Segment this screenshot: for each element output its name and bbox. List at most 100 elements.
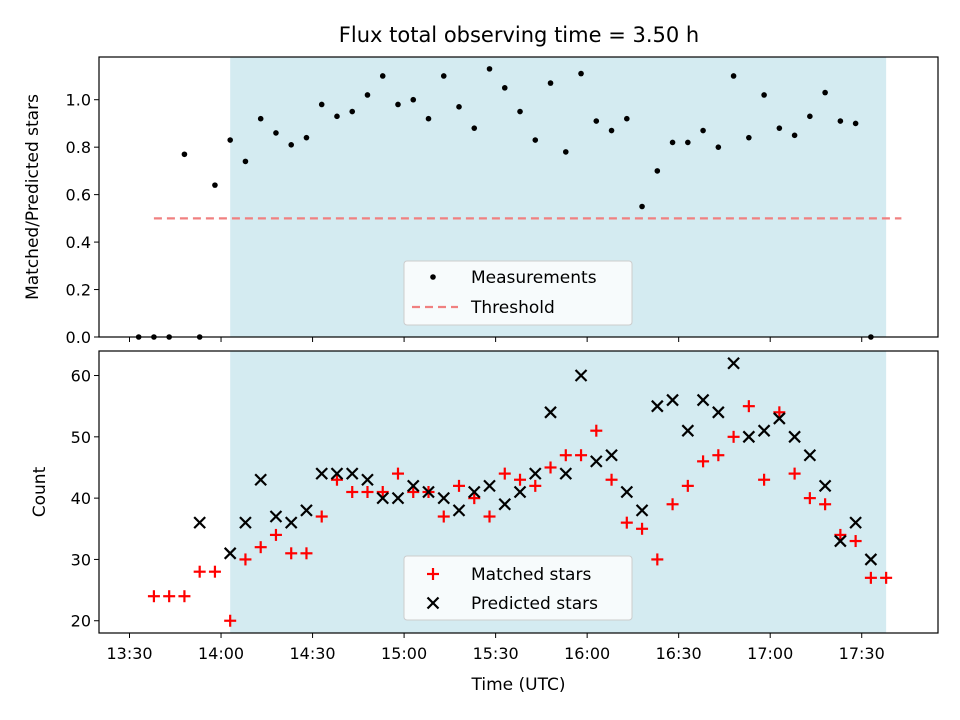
matched-star-point (605, 473, 618, 486)
top-y-tick-label: 0.6 (66, 186, 91, 205)
matched-star-point (834, 528, 847, 541)
measurement-point (486, 66, 493, 72)
chart-title: Flux total observing time = 3.50 h (339, 23, 699, 47)
matched-star-point (544, 461, 557, 474)
matched-star-point (376, 486, 389, 498)
top-y-axis-label: Matched/Predicted stars (23, 94, 43, 300)
measurement-point (761, 92, 767, 98)
legend-predicted-marker (426, 596, 440, 610)
measurement-point (440, 73, 447, 79)
top-y-tick-label: 0.8 (66, 138, 91, 157)
measurement-point (562, 149, 569, 155)
predicted-star-point (483, 479, 496, 493)
predicted-star-point (193, 516, 206, 529)
matched-star-point (788, 467, 801, 480)
measurement-point (669, 139, 676, 146)
measurement-point (395, 101, 401, 108)
predicted-star-point (757, 424, 771, 437)
matched-star-point (407, 486, 420, 498)
matched-star-point (437, 510, 450, 523)
measurement-point (181, 151, 188, 158)
predicted-star-point (712, 406, 725, 419)
bottom-legend: Matched stars Predicted stars (403, 555, 633, 621)
measurement-point (242, 158, 249, 165)
measurement-point (410, 96, 417, 103)
matched-stars-points (147, 400, 893, 627)
matched-star-point (300, 547, 313, 560)
measurement-point (685, 139, 691, 146)
measurement-point (578, 70, 584, 77)
top-y-tick-label: 1.0 (66, 91, 91, 110)
predicted-star-point (452, 504, 466, 517)
predicted-star-point (300, 504, 313, 517)
bottom-y-axis-label: Count (30, 466, 50, 517)
predicted-star-point (544, 406, 557, 419)
predicted-star-point (406, 479, 420, 493)
legend-threshold-label: Threshold (470, 298, 555, 318)
x-tick-label: 16:00 (564, 644, 610, 663)
x-tick-label: 17:00 (747, 644, 793, 663)
matched-star-point (208, 565, 221, 578)
matched-star-point (727, 430, 740, 443)
measurement-point (791, 132, 798, 139)
measurement-point (288, 141, 295, 148)
predicted-star-point (513, 485, 527, 499)
measurement-point (547, 80, 554, 86)
matched-star-point (483, 510, 496, 523)
matched-star-point (620, 516, 633, 529)
measurement-point (364, 92, 371, 98)
measurement-point (639, 203, 645, 210)
matched-star-point (346, 486, 359, 498)
matched-star-point (575, 449, 588, 462)
predicted-star-point (284, 516, 298, 529)
legend-x (426, 596, 440, 610)
predicted-star-point (773, 412, 786, 425)
measurement-point (425, 115, 432, 122)
predicted-star-point (788, 430, 801, 444)
predicted-star-point (529, 467, 542, 480)
matched-star-point (681, 479, 694, 492)
measurement-point (608, 127, 615, 134)
top-x-ticks (129, 337, 863, 342)
predicted-star-point (376, 491, 390, 505)
measurement-point (517, 108, 523, 115)
legend-predicted-label: Predicted stars (471, 594, 598, 614)
predicted-star-point (727, 356, 740, 370)
predicted-stars-points (193, 356, 878, 566)
predicted-star-point (422, 485, 435, 499)
predicted-star-point (239, 516, 252, 529)
measurement-point (501, 85, 508, 91)
measurement-point (303, 134, 310, 141)
measurement-point (227, 137, 233, 143)
measurement-point (456, 104, 462, 110)
predicted-star-point (361, 473, 374, 487)
predicted-star-point (269, 510, 283, 523)
bottom-y-tick-label: 60 (71, 367, 91, 386)
bottom-legend-box (403, 555, 633, 621)
bottom-y-tick-label: 20 (71, 612, 91, 631)
matched-star-point (697, 455, 710, 468)
matched-star-point (529, 479, 542, 492)
predicted-star-point (559, 467, 573, 480)
predicted-star-point (864, 553, 878, 566)
matched-star-point (819, 498, 832, 511)
matched-star-point (559, 449, 572, 462)
predicted-star-point (391, 491, 405, 505)
x-tick-label: 14:30 (290, 644, 336, 663)
top-axes-frame (98, 56, 939, 338)
x-tick-label: 17:30 (839, 644, 885, 663)
matched-star-point (849, 535, 862, 548)
measurement-point (318, 101, 325, 108)
measurement-point (654, 168, 661, 174)
top-y-tick-label: 0.0 (66, 328, 91, 347)
matched-star-point (864, 571, 877, 584)
predicted-star-point (620, 485, 634, 499)
matched-star-point (163, 590, 176, 603)
predicted-star-point (834, 534, 847, 548)
matched-star-point (193, 565, 206, 578)
legend-measurements-marker (430, 274, 436, 280)
predicted-star-point (803, 448, 817, 462)
x-axis-label: Time (UTC) (471, 675, 566, 695)
matched-star-point (651, 553, 664, 566)
